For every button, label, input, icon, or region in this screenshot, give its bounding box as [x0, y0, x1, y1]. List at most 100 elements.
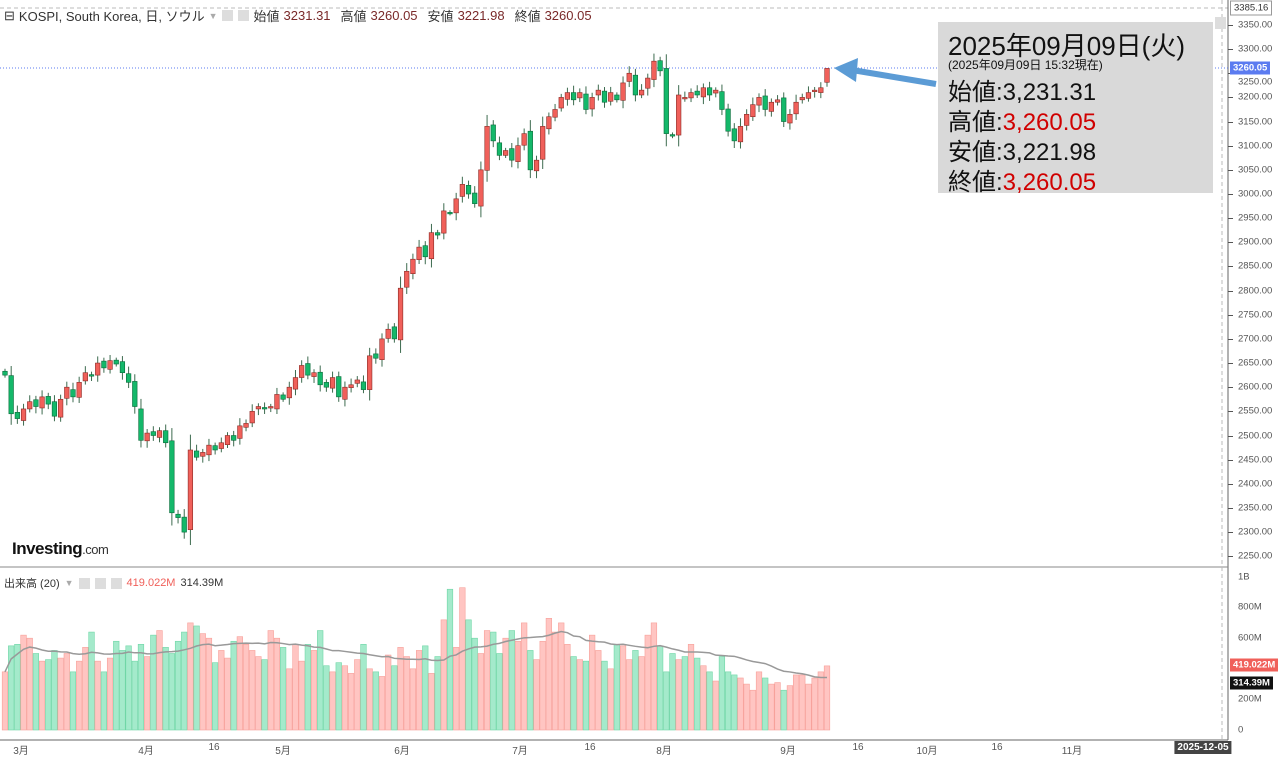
candle[interactable]: [428, 223, 435, 268]
candle[interactable]: [614, 92, 620, 103]
candle[interactable]: [20, 403, 27, 426]
candle[interactable]: [156, 427, 163, 443]
candle[interactable]: [206, 438, 212, 462]
candle[interactable]: [224, 432, 231, 448]
candle[interactable]: [799, 93, 805, 104]
candle[interactable]: [274, 387, 280, 415]
pin-icon[interactable]: [1215, 17, 1226, 29]
candle[interactable]: [731, 123, 737, 148]
candle[interactable]: [249, 404, 255, 428]
candle[interactable]: [719, 84, 725, 116]
candle[interactable]: [27, 395, 33, 413]
candle[interactable]: [787, 109, 793, 130]
eye-icon[interactable]: [221, 10, 233, 21]
candle[interactable]: [391, 323, 397, 343]
candle[interactable]: [657, 56, 663, 77]
candle[interactable]: [354, 376, 360, 388]
candle[interactable]: [88, 371, 95, 381]
candle[interactable]: [558, 93, 564, 112]
candle[interactable]: [268, 403, 274, 413]
candle[interactable]: [305, 356, 311, 380]
candle[interactable]: [82, 366, 88, 385]
candle[interactable]: [280, 392, 286, 402]
candle[interactable]: [546, 112, 552, 135]
candle[interactable]: [688, 88, 694, 103]
candle[interactable]: [509, 142, 515, 168]
candle[interactable]: [626, 66, 632, 88]
candle[interactable]: [144, 429, 150, 448]
candle[interactable]: [781, 92, 787, 128]
candle[interactable]: [163, 424, 169, 448]
candle[interactable]: [713, 87, 719, 98]
candle[interactable]: [410, 253, 416, 280]
candle[interactable]: [632, 68, 639, 102]
candle[interactable]: [132, 374, 138, 414]
candle[interactable]: [805, 86, 812, 102]
candle[interactable]: [2, 368, 8, 378]
candle[interactable]: [193, 444, 200, 461]
symbol-label[interactable]: KOSPI, South Korea, 日, ソウル: [18, 9, 205, 24]
candle[interactable]: [441, 203, 447, 240]
candle[interactable]: [150, 426, 156, 441]
candle[interactable]: [58, 394, 64, 422]
gear-icon[interactable]: [237, 10, 249, 21]
candle[interactable]: [385, 323, 391, 343]
candle[interactable]: [113, 357, 119, 367]
candle[interactable]: [416, 239, 422, 264]
candle[interactable]: [76, 376, 82, 403]
candle[interactable]: [404, 263, 410, 294]
candle[interactable]: [107, 354, 113, 374]
volume-title[interactable]: 出来高 (20): [4, 578, 60, 590]
candle[interactable]: [286, 381, 292, 405]
candle[interactable]: [379, 333, 385, 367]
candle[interactable]: [175, 509, 181, 524]
candle[interactable]: [694, 85, 700, 98]
candle[interactable]: [700, 83, 706, 105]
candle[interactable]: [824, 68, 830, 87]
candle[interactable]: [465, 180, 472, 199]
candle[interactable]: [33, 395, 39, 414]
candle[interactable]: [676, 85, 682, 147]
candle[interactable]: [255, 403, 261, 416]
candle[interactable]: [768, 98, 774, 117]
candle[interactable]: [348, 378, 354, 393]
candle[interactable]: [620, 76, 626, 109]
candle[interactable]: [725, 103, 731, 137]
candle[interactable]: [750, 97, 756, 121]
candle[interactable]: [682, 91, 688, 102]
candle[interactable]: [496, 136, 503, 161]
collapse-icon[interactable]: ⊟: [4, 7, 15, 23]
gear-icon[interactable]: [94, 577, 106, 589]
candle[interactable]: [663, 54, 669, 147]
candle[interactable]: [638, 84, 645, 99]
candle[interactable]: [397, 276, 404, 353]
candle[interactable]: [126, 366, 132, 389]
candle[interactable]: [478, 161, 484, 218]
candle[interactable]: [762, 89, 768, 117]
candle[interactable]: [459, 176, 465, 203]
candle[interactable]: [70, 382, 76, 403]
candle[interactable]: [552, 103, 558, 122]
candle[interactable]: [237, 418, 243, 445]
candle[interactable]: [484, 114, 490, 182]
candle[interactable]: [533, 155, 540, 179]
candle[interactable]: [669, 132, 676, 139]
candle[interactable]: [311, 369, 317, 383]
candle[interactable]: [583, 86, 589, 115]
candle[interactable]: [793, 94, 799, 120]
candle[interactable]: [595, 84, 601, 101]
candle[interactable]: [336, 371, 342, 402]
candle[interactable]: [812, 87, 818, 98]
candle[interactable]: [706, 81, 713, 101]
candle[interactable]: [200, 448, 206, 463]
candle[interactable]: [521, 128, 527, 151]
candle[interactable]: [8, 366, 14, 425]
candle[interactable]: [138, 398, 144, 448]
candle[interactable]: [756, 93, 762, 113]
candle[interactable]: [231, 430, 237, 447]
candle[interactable]: [367, 347, 373, 401]
candle[interactable]: [169, 428, 175, 526]
candle[interactable]: [360, 375, 367, 394]
candle[interactable]: [51, 395, 58, 422]
candle[interactable]: [243, 419, 249, 432]
